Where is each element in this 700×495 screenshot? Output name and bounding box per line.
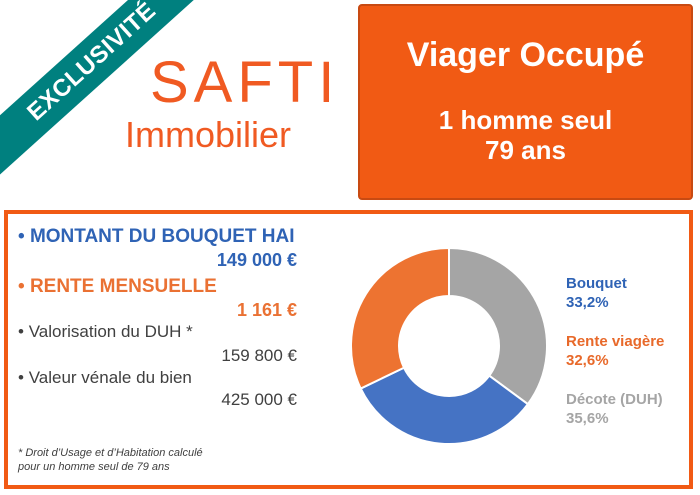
donut-chart	[350, 246, 548, 445]
duh-label-text: Valorisation du DUH *	[28, 322, 193, 341]
offer-line-1: 1 homme seul	[438, 105, 613, 135]
bouquet-label: • MONTANT DU BOUQUET HAI	[18, 226, 295, 247]
duh-label: • Valorisation du DUH *	[18, 322, 193, 341]
legend-bouquet-name: Bouquet	[566, 275, 627, 292]
rente-label-text: RENTE MENSUELLE	[29, 276, 217, 297]
bouquet-value: 149 000 €	[216, 250, 297, 270]
bouquet-label-text: MONTANT DU BOUQUET HAI	[29, 226, 295, 247]
footnote-line-2: pour un homme seul de 79 ans	[18, 461, 170, 473]
duh-value: 159 800 €	[221, 346, 297, 365]
brand-name: SAFTI	[150, 50, 340, 115]
valeur-value: 425 000 €	[221, 390, 297, 409]
legend-rente: Rente viagère 32,6%	[566, 332, 664, 370]
rente-label: • RENTE MENSUELLE	[18, 276, 217, 297]
legend-rente-name: Rente viagère	[566, 333, 665, 350]
legend-rente-value: 32,6%	[566, 352, 609, 369]
brand-tagline: Immobilier	[125, 114, 292, 155]
legend-bouquet: Bouquet 33,2%	[566, 274, 627, 312]
offer-title: Viager Occupé	[406, 36, 645, 74]
slice-bouquet	[359, 366, 530, 445]
safti-logo: EXCLUSIVITÉ SAFTI Immobilier	[0, 0, 350, 190]
offer-subtitle: 1 homme seul 79 ans	[360, 105, 691, 165]
footnote-line-1: * Droit d’Usage et d’Habitation calculé	[18, 447, 203, 459]
slice-decote	[448, 246, 548, 406]
legend-decote-value: 35,6%	[566, 410, 609, 427]
offer-line-2: 79 ans	[485, 135, 566, 165]
valeur-label: • Valeur vénale du bien	[18, 368, 192, 387]
valeur-label-text: Valeur vénale du bien	[28, 368, 192, 387]
rente-value: 1 161 €	[236, 300, 297, 320]
legend-bouquet-value: 33,2%	[566, 294, 609, 311]
legend-decote-name: Décote (DUH)	[566, 391, 663, 408]
slice-rente	[350, 246, 450, 390]
details-panel: • MONTANT DU BOUQUET HAI 149 000 € • REN…	[4, 210, 693, 489]
footnote: * Droit d’Usage et d’Habitation calculé …	[18, 446, 203, 474]
legend-decote: Décote (DUH) 35,6%	[566, 390, 663, 428]
offer-box: Viager Occupé 1 homme seul 79 ans	[358, 4, 693, 200]
